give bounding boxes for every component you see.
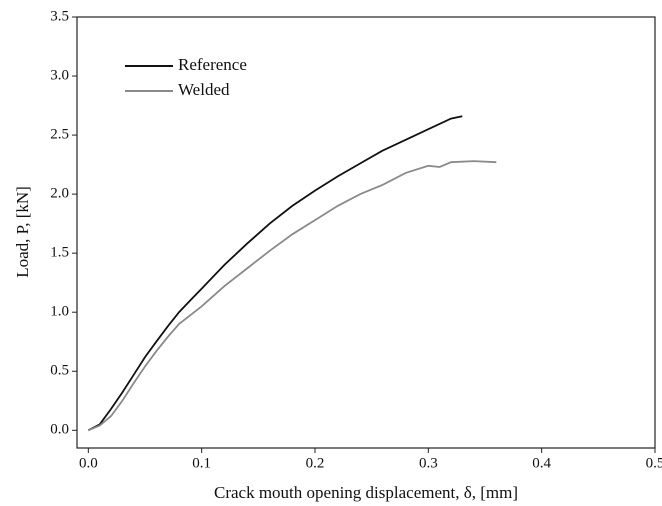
- y-tick-label: 2.0: [50, 186, 69, 202]
- x-tick-label: 0.1: [192, 455, 211, 471]
- series-line: [87, 115, 463, 432]
- x-tick-label: 0.5: [646, 455, 662, 471]
- legend-text: Reference: [178, 55, 247, 74]
- x-tick-label: 0.0: [79, 455, 98, 471]
- legend-text: Welded: [178, 80, 230, 99]
- y-tick-label: 2.5: [50, 127, 69, 143]
- y-tick-label: 1.0: [50, 304, 69, 320]
- y-tick-label: 0.0: [50, 422, 69, 438]
- y-axis-title: Load, P, [kN]: [13, 186, 32, 278]
- series-line: [87, 160, 497, 432]
- y-tick-label: 3.5: [50, 8, 69, 24]
- x-tick-label: 0.3: [419, 455, 438, 471]
- plot-frame: [76, 16, 656, 449]
- x-tick-label: 0.4: [532, 455, 551, 471]
- y-tick-label: 1.5: [50, 245, 69, 261]
- y-tick-label: 0.5: [50, 363, 69, 379]
- y-tick-label: 3.0: [50, 67, 69, 83]
- x-tick-label: 0.2: [306, 455, 325, 471]
- x-axis-title: Crack mouth opening displacement, δ, [mm…: [214, 483, 518, 502]
